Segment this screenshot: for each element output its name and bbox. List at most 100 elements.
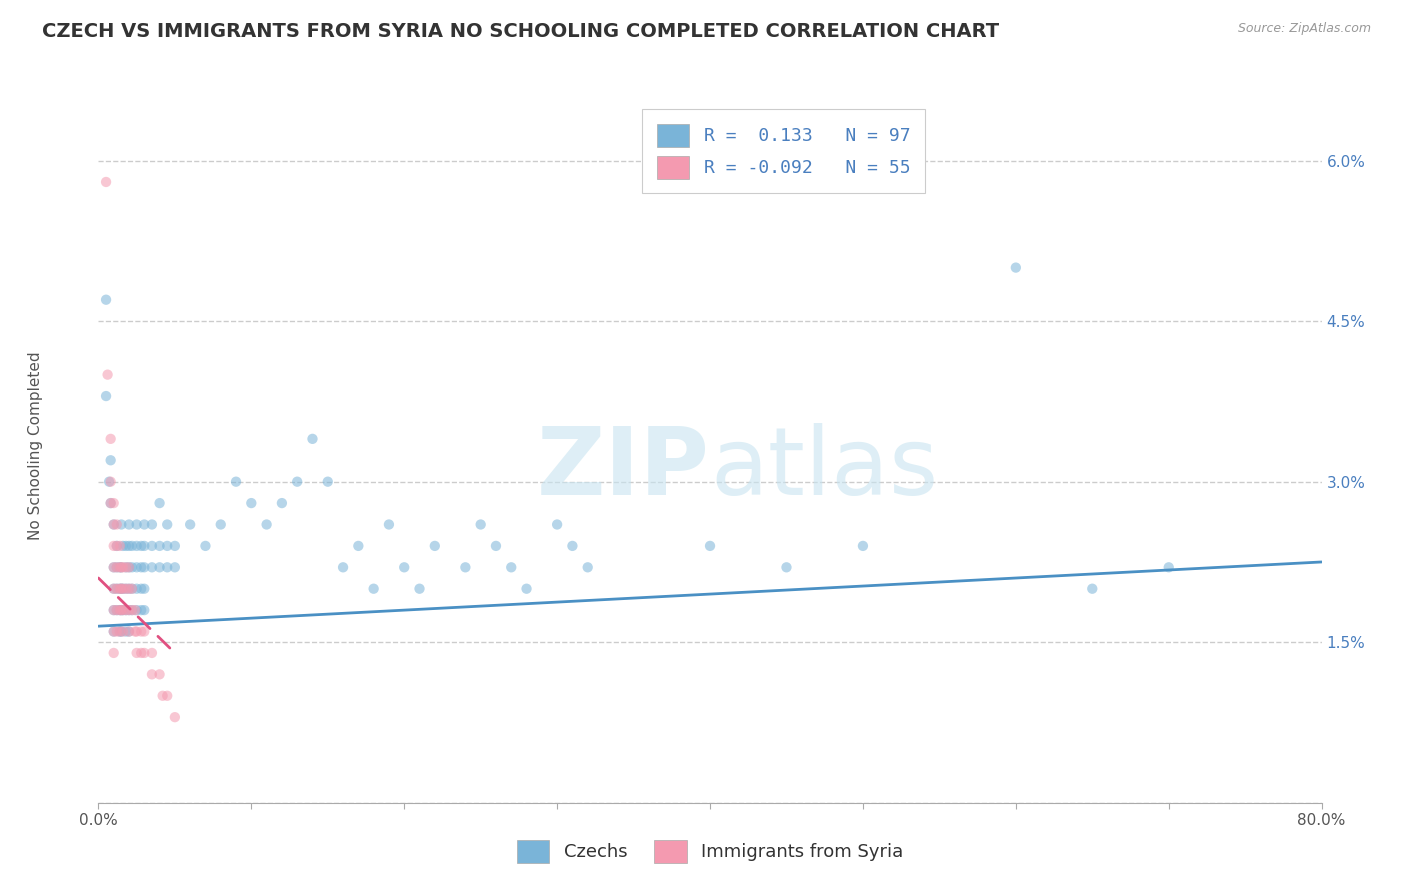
Point [149,667,172,681]
Point [103,624,125,639]
Point [125,539,148,553]
Point [110,582,132,596]
Point [110,517,132,532]
Point [118,539,141,553]
Point [1157,560,1180,574]
Point [100,475,122,489]
Point [121,582,143,596]
Point [124,603,146,617]
Point [121,560,143,574]
Point [98,475,121,489]
Text: No Schooling Completed: No Schooling Completed [28,351,42,541]
Point [392,560,416,574]
Point [105,539,128,553]
Point [94,389,117,403]
Point [149,539,172,553]
Point [111,582,134,596]
Point [110,560,132,574]
Point [149,496,172,510]
Point [134,646,156,660]
Point [141,560,163,574]
Point [501,560,523,574]
Point [94,293,117,307]
Point [363,582,385,596]
Point [110,624,132,639]
Point [347,539,370,553]
Point [163,539,186,553]
Point [225,475,247,489]
Point [103,646,125,660]
Point [97,368,120,382]
Point [115,560,138,574]
Point [124,624,146,639]
Legend: Czechs, Immigrants from Syria: Czechs, Immigrants from Syria [502,825,918,877]
Point [134,517,156,532]
Point [454,560,477,574]
Point [378,517,401,532]
Text: Source: ZipAtlas.com: Source: ZipAtlas.com [1237,22,1371,36]
Point [103,603,125,617]
Point [118,560,141,574]
Point [129,560,152,574]
Point [118,560,141,574]
Point [105,582,128,596]
Point [105,517,128,532]
Point [103,496,125,510]
Point [103,624,125,639]
Point [108,582,131,596]
Point [163,560,186,574]
Point [103,582,125,596]
Point [134,582,156,596]
Point [103,560,125,574]
Point [775,560,797,574]
Point [699,539,721,553]
Point [108,624,131,639]
Point [105,603,128,617]
Point [108,603,131,617]
Point [103,603,125,617]
Point [115,603,138,617]
Point [240,496,263,510]
Point [105,624,128,639]
Point [141,517,163,532]
Point [115,624,138,639]
Point [152,689,174,703]
Point [1004,260,1026,275]
Point [110,560,132,574]
Point [129,539,152,553]
Point [125,624,148,639]
Point [103,582,125,596]
Point [179,517,201,532]
Point [103,517,125,532]
Point [105,539,128,553]
Point [125,646,148,660]
Point [121,539,143,553]
Point [301,432,323,446]
Point [115,582,138,596]
Point [129,603,152,617]
Point [156,689,179,703]
Point [110,603,132,617]
Point [129,582,152,596]
Point [156,560,179,574]
Point [108,539,131,553]
Point [103,539,125,553]
Point [134,603,156,617]
Point [111,603,134,617]
Point [118,624,141,639]
Text: CZECH VS IMMIGRANTS FROM SYRIA NO SCHOOLING COMPLETED CORRELATION CHART: CZECH VS IMMIGRANTS FROM SYRIA NO SCHOOL… [42,22,1000,41]
Point [108,582,131,596]
Point [485,539,508,553]
Point [115,560,138,574]
Point [270,496,292,510]
Point [156,517,179,532]
Point [576,560,599,574]
Point [118,624,141,639]
Point [129,646,152,660]
Point [115,603,138,617]
Point [125,517,148,532]
Point [134,560,156,574]
Point [110,603,132,617]
Point [118,582,141,596]
Point [111,603,134,617]
